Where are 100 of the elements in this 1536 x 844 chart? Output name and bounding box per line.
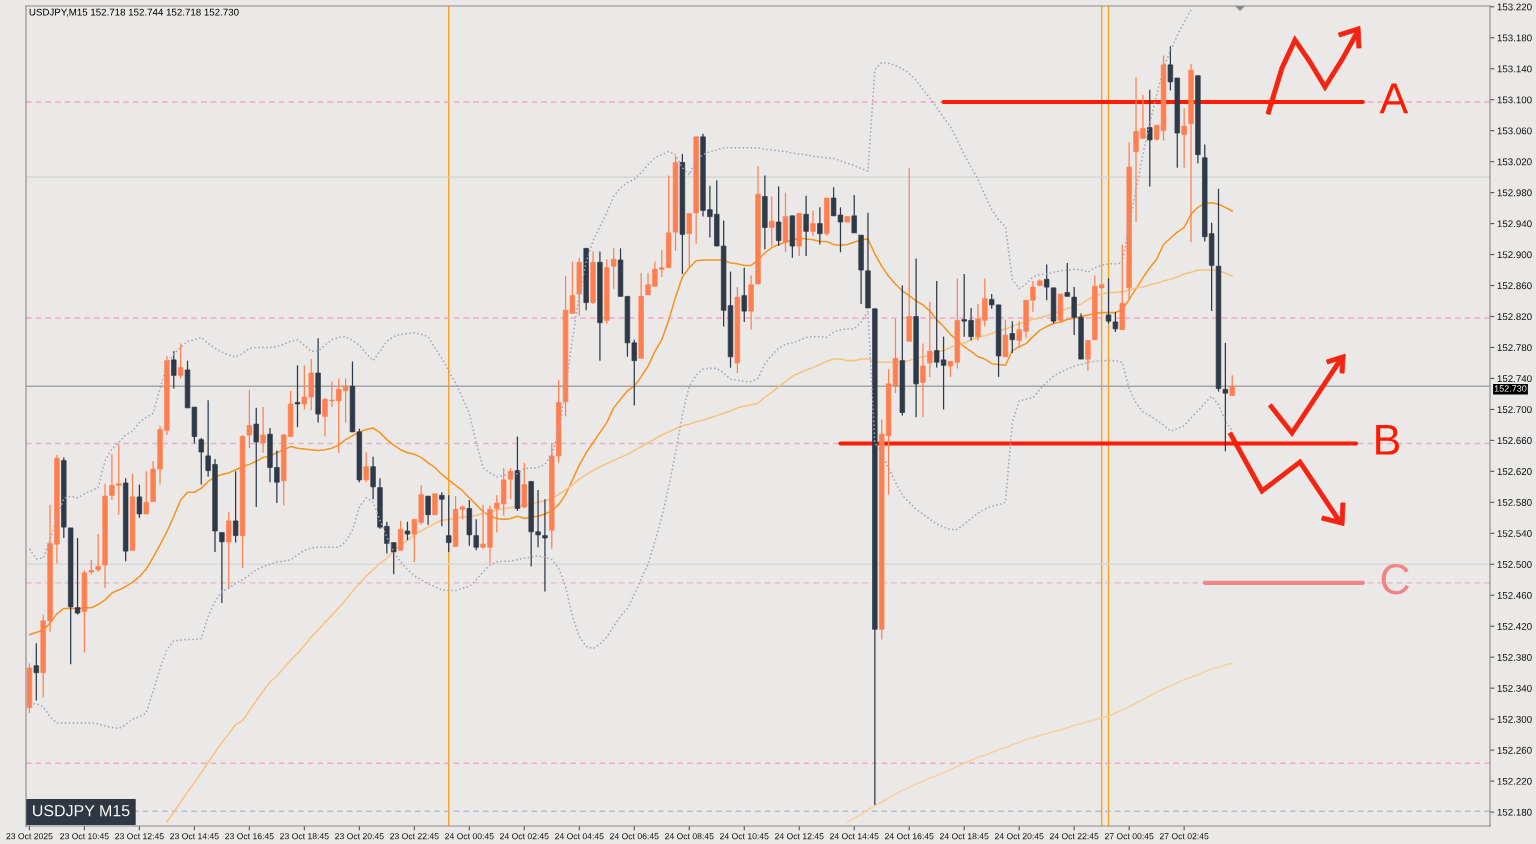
y-tick-label: 152.220	[1497, 777, 1532, 785]
y-tick-label: 153.180	[1497, 34, 1532, 42]
candlestick	[610, 247, 617, 290]
candlestick	[775, 185, 782, 247]
y-tick-label: 152.180	[1497, 808, 1532, 816]
candlestick	[253, 407, 259, 508]
candlestick	[1222, 342, 1229, 452]
candlestick	[810, 209, 816, 237]
x-tick-label: 23 Oct 22:45	[390, 833, 439, 840]
x-tick-label: 27 Oct 00:45	[1104, 833, 1154, 840]
x-tick-label: 27 Oct 02:45	[1159, 833, 1209, 840]
candlestick	[446, 494, 452, 553]
line-series	[28, 9, 1192, 560]
y-tick-label: 152.300	[1497, 715, 1532, 723]
series-label: B	[1376, 425, 1400, 455]
series-label: C	[1381, 563, 1409, 595]
candlestick	[363, 451, 369, 483]
candlestick	[769, 195, 775, 247]
series-label: A	[1379, 83, 1409, 114]
y-tick-label: 153.060	[1497, 127, 1532, 135]
x-tick-label: 24 Oct 14:45	[830, 833, 879, 840]
ref-line-label: 152.730	[1494, 385, 1527, 392]
x-tick-label: 24 Oct 08:45	[665, 833, 714, 840]
y-tick-label: 153.140	[1497, 65, 1532, 73]
candlestick	[425, 495, 431, 526]
x-tick-label: 23 Oct 20:45	[335, 833, 384, 840]
y-tick-label: 152.340	[1497, 684, 1532, 692]
y-tick-label: 152.980	[1497, 189, 1532, 197]
candlestick	[404, 521, 411, 541]
y-tick-label: 152.860	[1497, 282, 1532, 290]
candlestick	[33, 642, 39, 702]
x-tick-label: 24 Oct 06:45	[610, 833, 659, 840]
line-series	[28, 310, 1234, 730]
y-tick-label: 152.820	[1497, 313, 1532, 321]
y-tick-label: 153.220	[1497, 3, 1532, 11]
candlestick	[260, 406, 266, 454]
candlestick	[1147, 89, 1153, 188]
y-tick-label: 152.700	[1497, 406, 1532, 414]
y-tick-label: 152.580	[1497, 499, 1532, 506]
candlestick	[521, 462, 527, 510]
candlestick	[920, 342, 926, 418]
chart-title: USDJPY,M15 152.718 152.744 152.718 152.730	[29, 8, 239, 17]
x-tick-label: 24 Oct 04:45	[555, 833, 604, 840]
candlestick	[1181, 107, 1187, 169]
y-tick-label: 152.500	[1497, 561, 1532, 568]
candlestick	[198, 437, 204, 486]
candlestick	[851, 194, 857, 234]
y-tick-label: 152.380	[1497, 653, 1532, 661]
candlestick	[803, 195, 809, 257]
x-tick-label: 23 Oct 10:45	[60, 833, 109, 840]
candlestick	[136, 483, 143, 519]
line-series	[846, 662, 1234, 823]
candlestick	[232, 470, 239, 544]
candlestick	[219, 531, 225, 604]
y-tick-label: 152.460	[1497, 591, 1532, 599]
candlestick	[294, 364, 301, 428]
x-tick-label: 24 Oct 22:45	[1049, 833, 1099, 840]
candlestick	[741, 267, 747, 323]
candlestick	[927, 301, 933, 378]
y-tick-label: 152.260	[1497, 746, 1532, 754]
x-tick-label: 24 Oct 02:45	[500, 833, 549, 840]
x-tick-label: 23 Oct 14:45	[170, 833, 219, 840]
candlestick	[95, 533, 101, 573]
candlestick	[171, 350, 177, 390]
x-tick-label: 24 Oct 20:45	[994, 833, 1044, 840]
x-tick-label: 23 Oct 2025	[6, 833, 53, 840]
y-tick-label: 152.540	[1497, 530, 1532, 537]
y-tick-label: 152.780	[1497, 344, 1532, 352]
x-tick-label: 23 Oct 16:45	[225, 833, 274, 840]
line-series	[166, 269, 1234, 823]
annotation: USDJPY M15	[33, 804, 130, 817]
y-tick-label: 152.900	[1497, 251, 1532, 259]
candlestick	[370, 456, 376, 500]
y-tick-label: 152.940	[1497, 220, 1532, 228]
y-tick-label: 153.020	[1497, 158, 1532, 166]
candlestick	[1085, 339, 1091, 372]
candlestick	[143, 470, 149, 515]
x-tick-label: 24 Oct 18:45	[939, 833, 989, 840]
y-tick-label: 152.620	[1497, 468, 1532, 475]
x-tick-label: 24 Oct 10:45	[720, 833, 769, 840]
y-tick-label: 152.740	[1497, 375, 1532, 383]
candlestick	[1002, 318, 1009, 358]
x-tick-label: 24 Oct 16:45	[884, 833, 934, 840]
candlestick	[1229, 374, 1235, 397]
line-series	[28, 201, 1234, 636]
candlestick	[432, 493, 438, 516]
candlestick	[817, 206, 823, 246]
y-tick-label: 152.660	[1497, 437, 1532, 445]
candlestick	[397, 520, 404, 551]
candlestick	[686, 212, 692, 268]
candlestick	[226, 511, 232, 589]
x-tick-label: 24 Oct 00:45	[445, 833, 494, 840]
candlestick	[1009, 320, 1015, 354]
y-tick-label: 152.420	[1497, 622, 1532, 630]
x-tick-label: 23 Oct 12:45	[115, 833, 164, 840]
candlestick	[177, 342, 184, 380]
x-tick-label: 23 Oct 18:45	[280, 833, 329, 840]
candlestick	[439, 491, 445, 527]
y-tick-label: 153.100	[1497, 96, 1532, 104]
x-tick-label: 24 Oct 12:45	[775, 833, 824, 840]
